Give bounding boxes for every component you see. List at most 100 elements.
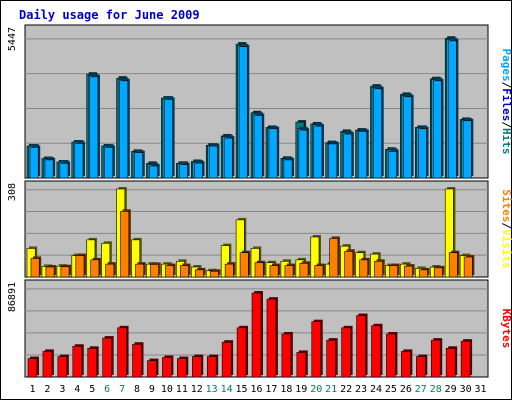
- pages-bar-12: [193, 161, 205, 179]
- pages-bar-26: [403, 94, 414, 179]
- day-label: 4: [74, 384, 80, 395]
- kbytes-bar-5: [87, 346, 99, 378]
- day-label: 25: [385, 384, 397, 395]
- legend-entry: /: [500, 222, 512, 229]
- day-label: 2: [44, 384, 50, 395]
- pages-bar-14: [223, 136, 235, 179]
- sites-bar-27: [419, 267, 430, 278]
- pages-bar-30: [462, 118, 474, 179]
- day-label: 26: [400, 384, 412, 395]
- pages-bar-21: [328, 141, 339, 179]
- sites-bar-20: [314, 263, 325, 278]
- day-label: 22: [340, 384, 352, 395]
- chart-title: Daily usage for June 2009: [19, 8, 200, 22]
- sites-bar-12: [194, 267, 206, 278]
- pages-bar-17: [268, 126, 280, 179]
- kbytes-bar-25: [386, 331, 398, 378]
- kbytes-bar-23: [356, 313, 368, 378]
- sites-bar-29: [448, 250, 460, 278]
- sites-bar-7: [120, 209, 131, 278]
- kbytes-bar-18: [281, 331, 293, 378]
- day-label: 31: [475, 384, 487, 395]
- pages-bar-23: [358, 129, 369, 179]
- kbytes-bar-17: [266, 297, 278, 378]
- kbytes-bar-2: [42, 349, 54, 378]
- sites-bar-4: [75, 253, 87, 278]
- kbytes-bar-8: [132, 342, 144, 378]
- pages-bar-8: [134, 150, 145, 179]
- pages-bar-24: [373, 86, 384, 179]
- pages-bar-19: [298, 128, 310, 179]
- sites-bar-26: [404, 264, 415, 278]
- kbytes-bar-11: [177, 356, 189, 378]
- day-label: 12: [191, 384, 203, 395]
- day-label: 30: [460, 384, 472, 395]
- pages-bar-29: [447, 38, 459, 179]
- kbytes-bar-16: [251, 291, 263, 378]
- day-label: 15: [236, 384, 248, 395]
- sites-bar-21: [329, 236, 340, 278]
- kbytes-bar-22: [341, 325, 353, 378]
- day-label: 5: [89, 384, 95, 395]
- pages-bar-11: [179, 162, 190, 179]
- day-label: 10: [161, 384, 173, 395]
- sites-bar-10: [165, 263, 176, 278]
- pages-bar-25: [388, 149, 399, 179]
- pages-bar-3: [59, 161, 71, 179]
- day-label: 28: [430, 384, 442, 395]
- sites-bar-8: [135, 262, 146, 278]
- day-label: 27: [415, 384, 427, 395]
- day-label: 20: [310, 384, 322, 395]
- legend-entry: /: [500, 121, 512, 128]
- kbytes-bar-7: [117, 325, 129, 378]
- day-label: 7: [119, 384, 125, 395]
- sites-bar-2: [45, 265, 57, 278]
- kbytes-bar-10: [162, 355, 174, 378]
- legend-hits-files-pages: Pages/Files/Hits: [500, 49, 512, 155]
- day-label: 3: [59, 384, 65, 395]
- day-label: 14: [221, 384, 233, 395]
- day-label: 23: [355, 384, 367, 395]
- kbytes-bar-29: [445, 346, 458, 378]
- sites-bar-16: [254, 260, 266, 278]
- kbytes-bar-26: [401, 349, 413, 378]
- pages-bar-5: [89, 74, 100, 179]
- sites-bar-11: [180, 263, 191, 278]
- legend-entry: Pages: [500, 49, 512, 82]
- sites-bar-15: [239, 250, 251, 278]
- sites-bar-13: [209, 269, 221, 278]
- legend-entry: Sites: [500, 189, 512, 222]
- pages-bar-4: [74, 141, 86, 179]
- kbytes-bar-30: [460, 339, 473, 378]
- pages-bar-27: [418, 126, 429, 179]
- pages-bar-9: [149, 164, 160, 179]
- day-label: 29: [445, 384, 457, 395]
- day-label: 13: [206, 384, 218, 395]
- sites-bar-17: [269, 263, 281, 278]
- day-label: 18: [280, 384, 292, 395]
- sites-bar-19: [299, 261, 311, 278]
- day-label: 8: [134, 384, 140, 395]
- pages-bar-6: [104, 145, 115, 179]
- sites-bar-30: [463, 255, 475, 278]
- legend-entry: KBytes: [500, 309, 512, 349]
- kbytes-bar-20: [311, 319, 323, 378]
- kbytes-bar-28: [430, 338, 443, 378]
- day-label: 6: [104, 384, 110, 395]
- sites-bar-1: [30, 256, 42, 278]
- kbytes-bar-6: [102, 336, 114, 378]
- kbytes-bar-9: [147, 358, 159, 378]
- pages-bar-2: [44, 157, 56, 179]
- sites-bar-14: [224, 262, 236, 278]
- legend-entry: /: [500, 82, 512, 89]
- pages-bar-28: [432, 78, 444, 179]
- sites-bar-9: [150, 262, 161, 278]
- pages-bar-15: [238, 44, 250, 179]
- y-max-label: 5447: [7, 27, 18, 51]
- pages-bar-18: [283, 157, 295, 179]
- legend-entry: Hits: [500, 128, 512, 155]
- y-max-label: 308: [7, 183, 18, 201]
- legend-visits-sites: Sites/Visits: [500, 189, 512, 269]
- kbytes-bar-1: [27, 356, 39, 378]
